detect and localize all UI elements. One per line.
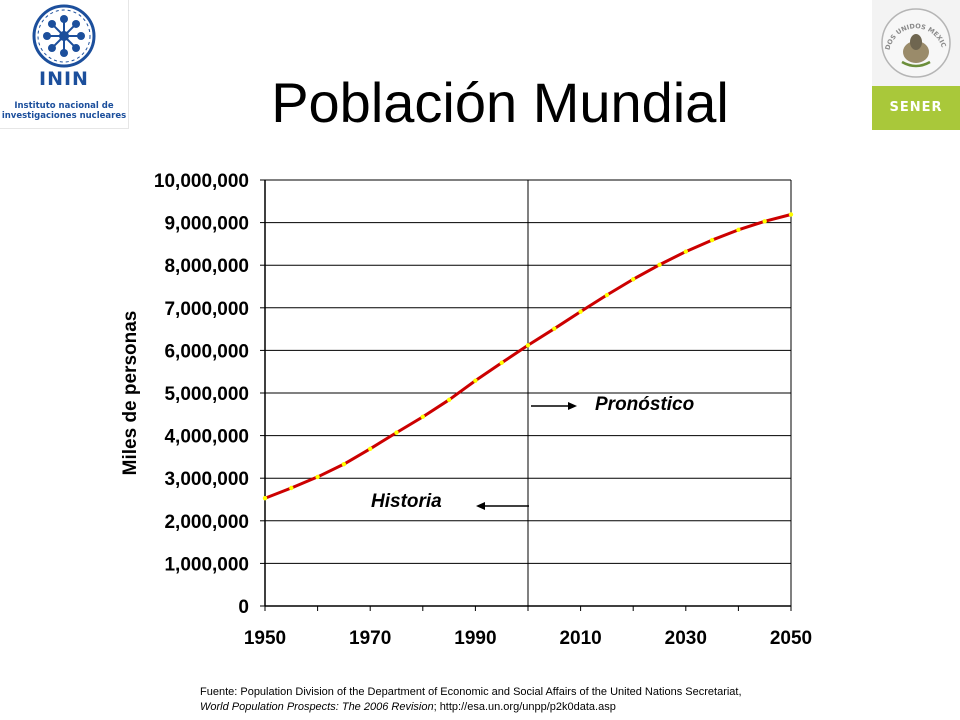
sener-wordmark: SENER xyxy=(872,86,960,130)
data-point xyxy=(473,378,478,383)
data-point xyxy=(289,485,294,491)
x-tick-label: 2050 xyxy=(770,628,812,649)
source-citation: Fuente: Population Division of the Depar… xyxy=(200,685,742,715)
data-point xyxy=(788,212,794,217)
y-tick-label: 2,000,000 xyxy=(164,512,249,533)
data-point xyxy=(368,446,373,452)
data-point xyxy=(315,474,320,480)
data-point xyxy=(499,360,504,365)
data-point xyxy=(262,496,268,501)
mexican-seal-icon: ESTADOS UNIDOS MEXICANOS xyxy=(869,0,960,86)
data-point xyxy=(709,237,715,243)
pronostico-arrowhead xyxy=(568,402,577,410)
data-point xyxy=(341,461,347,467)
source-line-1: Fuente: Population Division of the Depar… xyxy=(200,686,742,698)
source-publication: World Population Prospects: The 2006 Rev… xyxy=(200,701,434,713)
data-point xyxy=(525,343,531,348)
data-point xyxy=(683,249,688,254)
x-tick-label: 1950 xyxy=(244,628,286,649)
data-point xyxy=(446,397,452,403)
historia-arrowhead xyxy=(476,502,485,510)
data-point xyxy=(578,309,583,314)
inin-tagline-line2: investigaciones nucleares xyxy=(1,111,127,121)
historia-label: Historia xyxy=(371,491,442,512)
source-url: ; http://esa.un.org/unpp/p2k0data.asp xyxy=(433,701,616,713)
inin-logo: ININ Instituto nacional de investigacion… xyxy=(0,0,129,129)
y-tick-label: 10,000,000 xyxy=(154,171,249,192)
data-point xyxy=(552,326,557,331)
y-tick-label: 7,000,000 xyxy=(164,299,249,320)
y-tick-label: 9,000,000 xyxy=(164,214,249,235)
y-axis-title: Miles de personas xyxy=(120,311,141,476)
data-point xyxy=(420,414,425,420)
inin-wordmark: ININ xyxy=(39,68,89,90)
data-point xyxy=(604,292,610,298)
x-tick-label: 2030 xyxy=(665,628,707,649)
x-tick-label: 1990 xyxy=(454,628,496,649)
y-tick-label: 8,000,000 xyxy=(164,256,249,277)
x-tick-label: 1970 xyxy=(349,628,391,649)
y-tick-label: 3,000,000 xyxy=(164,469,249,490)
sener-logo: ESTADOS UNIDOS MEXICANOS SENER xyxy=(869,0,960,130)
source-line-2: World Population Prospects: The 2006 Rev… xyxy=(200,700,742,715)
y-tick-label: 0 xyxy=(238,597,249,618)
data-point xyxy=(631,277,636,282)
y-tick-label: 1,000,000 xyxy=(164,554,249,575)
inin-tagline-line1: Instituto nacional de xyxy=(14,101,114,111)
data-point xyxy=(736,227,741,233)
y-tick-label: 5,000,000 xyxy=(164,384,249,405)
data-point xyxy=(657,262,662,267)
atom-emblem-icon xyxy=(32,4,96,68)
page-title: Población Mundial xyxy=(271,71,729,134)
pronostico-label: Pronóstico xyxy=(595,394,694,415)
data-point xyxy=(394,430,399,435)
y-tick-label: 4,000,000 xyxy=(164,427,249,448)
y-tick-label: 6,000,000 xyxy=(164,341,249,362)
data-point xyxy=(762,219,767,224)
inin-tagline: Instituto nacional de investigaciones nu… xyxy=(0,101,128,121)
x-tick-label: 2010 xyxy=(559,628,601,649)
